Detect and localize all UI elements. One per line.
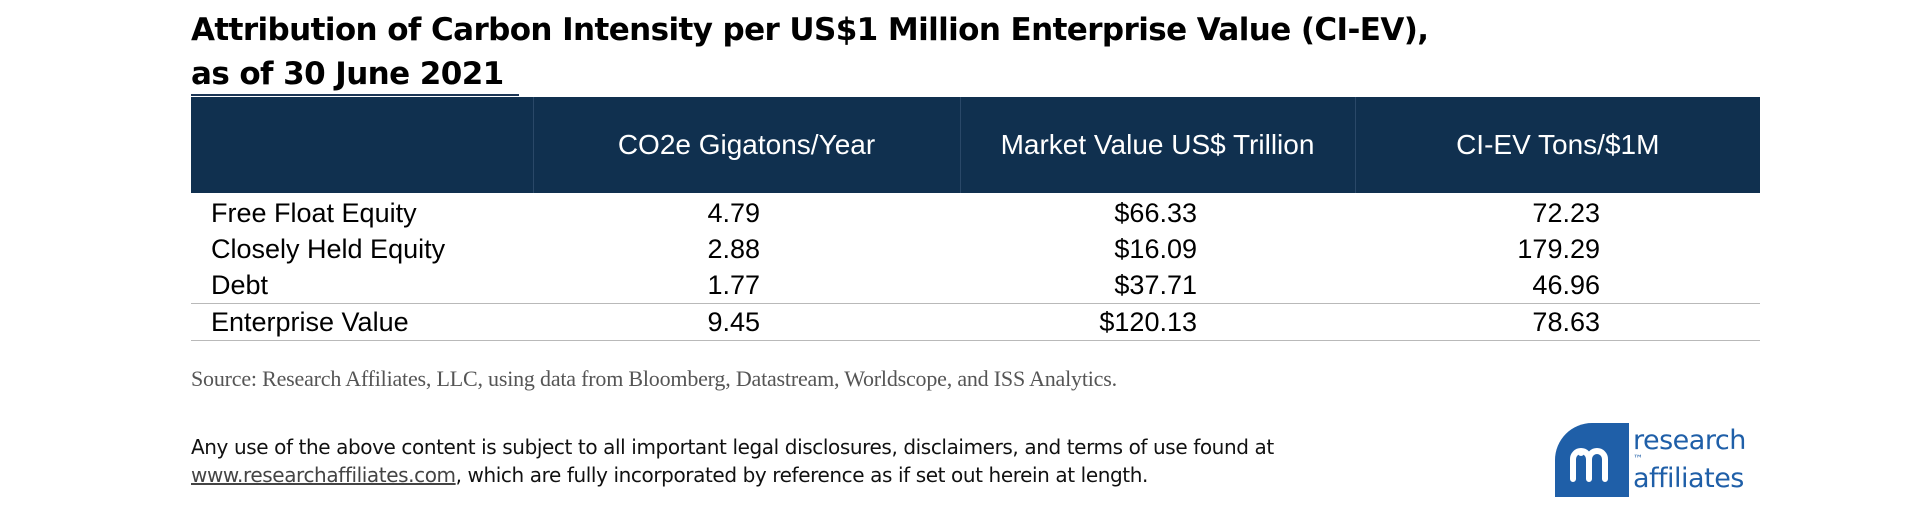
cell-ci-ev: 78.63	[1355, 303, 1760, 341]
header-co2e: CO2e Gigatons/Year	[533, 97, 961, 193]
source-note: Source: Research Affiliates, LLC, using …	[191, 366, 1117, 391]
cell-market-value: $16.09	[1114, 233, 1197, 264]
cell-ci-ev: 179.29	[1517, 233, 1600, 264]
legal-disclaimer: Any use of the above content is subject …	[191, 433, 1274, 489]
header-empty	[191, 97, 534, 193]
cell-co2e: 1.77	[707, 269, 760, 300]
disclaimer-line-2-text: , which are fully incorporated by refere…	[455, 463, 1149, 487]
logo-wordmark: research ™ affiliates	[1633, 427, 1746, 493]
logo-word-affiliates: affiliates	[1633, 463, 1744, 494]
cell-co2e: 2.88	[707, 233, 760, 264]
cell-co2e: 4.79	[707, 197, 760, 228]
cell-co2e: 9.45	[533, 303, 960, 341]
cell-ci-ev: 46.96	[1532, 269, 1600, 300]
logo-trademark: ™	[1633, 454, 1643, 465]
row-label: Enterprise Value	[191, 303, 533, 341]
logo-word-research: research	[1633, 425, 1746, 456]
page-title: Attribution of Carbon Intensity per US$1…	[191, 8, 1591, 96]
disclaimer-line-2: www.researchaffiliates.com, which are fu…	[191, 461, 1274, 489]
cell-market-value: $37.71	[1114, 269, 1197, 300]
cell-market-value: $66.33	[1114, 197, 1197, 228]
table-row: Debt 1.77 $37.71 46.96	[191, 267, 1760, 304]
table-row: Free Float Equity 4.79 $66.33 72.23	[191, 193, 1760, 231]
table-row: Closely Held Equity 2.88 $16.09 179.29	[191, 231, 1760, 267]
data-table: CO2e Gigatons/Year Market Value US$ Tril…	[191, 97, 1760, 341]
table-row-total: Enterprise Value 9.45 $120.13 78.63	[191, 303, 1760, 341]
title-underline	[191, 94, 519, 96]
header-market-value: Market Value US$ Trillion	[960, 97, 1356, 193]
logo-mark-icon	[1555, 423, 1629, 497]
title-line-1: Attribution of Carbon Intensity per US$1…	[191, 12, 1429, 48]
website-link[interactable]: www.researchaffiliates.com	[191, 463, 456, 487]
cell-market-value: $120.13	[960, 303, 1355, 341]
table-header-row: CO2e Gigatons/Year Market Value US$ Tril…	[191, 97, 1760, 193]
research-affiliates-logo: research ™ affiliates	[1555, 423, 1765, 498]
row-label: Closely Held Equity	[211, 233, 446, 264]
header-ci-ev: CI-EV Tons/$1M	[1355, 97, 1760, 193]
row-label: Debt	[211, 269, 269, 300]
disclaimer-line-1: Any use of the above content is subject …	[191, 435, 1274, 459]
cell-ci-ev: 72.23	[1532, 197, 1600, 228]
carbon-intensity-table: CO2e Gigatons/Year Market Value US$ Tril…	[191, 97, 1760, 341]
row-label: Free Float Equity	[211, 197, 417, 228]
title-line-2: as of 30 June 2021	[191, 56, 504, 92]
